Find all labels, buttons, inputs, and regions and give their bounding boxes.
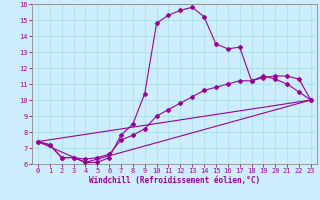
X-axis label: Windchill (Refroidissement éolien,°C): Windchill (Refroidissement éolien,°C) — [89, 176, 260, 185]
